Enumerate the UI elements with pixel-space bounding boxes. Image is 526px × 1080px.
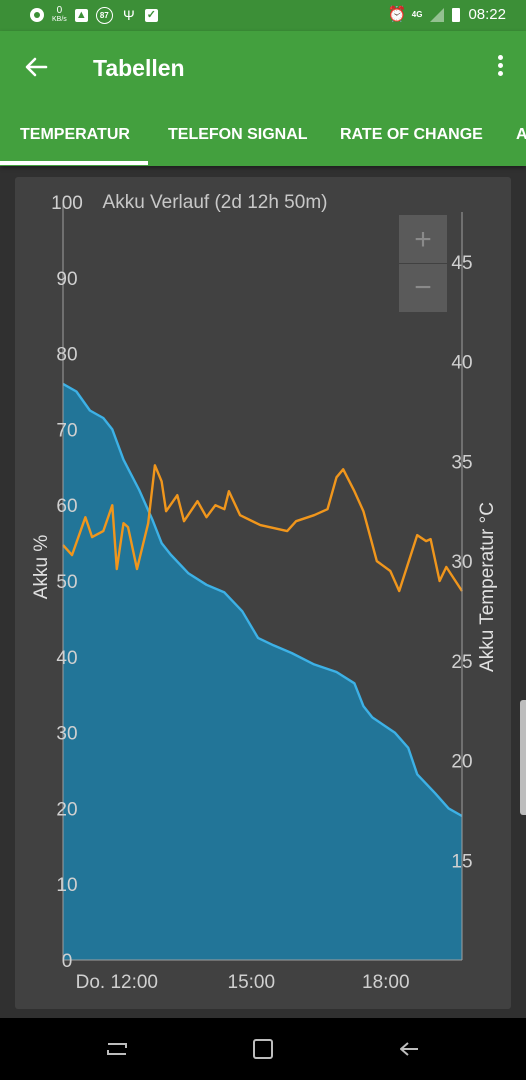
y2-tick-label: 45 xyxy=(451,253,472,274)
back-nav-icon[interactable] xyxy=(396,1036,422,1062)
tab-temperatur[interactable]: TEMPERATUR xyxy=(20,126,130,143)
arrow-left-icon[interactable] xyxy=(22,53,50,81)
app-bar: Tabellen TEMPERATUR TELEFON SIGNAL RATE … xyxy=(0,31,526,166)
y2-tick-labels: 15 20 25 30 35 40 45 xyxy=(451,253,472,872)
antenna-icon: Ψ xyxy=(122,7,135,23)
check-icon: ✓ xyxy=(144,8,158,22)
battery-icon xyxy=(452,7,461,22)
net-speed-value: 0 xyxy=(56,5,63,16)
clock: 08:22 xyxy=(468,6,506,23)
zoom-controls: + − xyxy=(399,215,447,312)
zoom-in-button[interactable] xyxy=(399,215,447,263)
tab-indicator xyxy=(0,161,148,165)
y-tick-label: 20 xyxy=(56,799,77,820)
y-tick-label: 80 xyxy=(56,345,77,366)
axis-layer xyxy=(62,202,463,961)
x-tick-label: Do. 12:00 xyxy=(76,972,158,993)
y2-tick-label: 40 xyxy=(451,353,472,374)
status-bar: 0 KB/s ▲ 87 Ψ ✓ ⏰ 4G 08:22 xyxy=(0,0,526,31)
series-layer xyxy=(62,382,464,960)
record-icon xyxy=(30,8,44,22)
x-tick-label: 18:00 xyxy=(362,972,410,993)
net-speed-unit: KB/s xyxy=(52,16,67,23)
status-left: 0 KB/s ▲ 87 Ψ ✓ xyxy=(30,6,158,24)
tab-overflow[interactable]: A xyxy=(516,126,526,143)
y-tick-labels: 0 10 20 30 40 50 60 70 80 90 100 xyxy=(51,193,83,972)
y-axis-label: Akku % xyxy=(31,535,52,600)
tab-telefon-signal[interactable]: TELEFON SIGNAL xyxy=(168,126,308,143)
x-tick-labels: Do. 12:00 15:00 18:00 xyxy=(76,972,410,993)
alarm-icon: ⏰ xyxy=(387,5,407,23)
signal-icon xyxy=(430,7,445,22)
zoom-out-icon: − xyxy=(414,271,432,304)
y2-tick-label: 25 xyxy=(451,652,472,673)
chart-title: Akku Verlauf (2d 12h 50m) xyxy=(103,192,328,213)
y-tick-label: 30 xyxy=(56,724,77,745)
home-icon[interactable] xyxy=(250,1036,276,1062)
navigation-bar xyxy=(0,1018,526,1080)
y2-tick-label: 35 xyxy=(451,452,472,473)
y-tick-label: 10 xyxy=(56,875,77,896)
y-tick-label: 40 xyxy=(56,648,77,669)
badge-icon: 87 xyxy=(95,6,113,24)
y2-tick-label: 30 xyxy=(451,552,472,573)
page-title: Tabellen xyxy=(93,55,185,81)
series-area-0 xyxy=(63,383,462,960)
y2-tick-label: 20 xyxy=(451,752,472,773)
status-right: ⏰ 4G 08:22 xyxy=(388,6,506,23)
net-speed: 0 KB/s xyxy=(52,6,67,24)
zoom-out-button[interactable] xyxy=(399,264,447,312)
y-tick-label: 70 xyxy=(56,420,77,441)
scrollbar-handle[interactable] xyxy=(520,700,526,815)
y2-tick-label: 15 xyxy=(451,851,472,872)
y2-axis-label: Akku Temperatur °C xyxy=(477,502,498,672)
battery-chart[interactable]: 0 10 20 30 40 50 60 70 80 90 100 15 20 25 30 35 40 45 Do… xyxy=(15,177,511,1009)
y-tick-label: 90 xyxy=(56,269,77,290)
series-line-0 xyxy=(62,382,463,818)
gallery-icon: ▲ xyxy=(74,8,88,22)
y-tick-label: 100 xyxy=(51,193,83,214)
x-tick-label: 15:00 xyxy=(228,972,276,993)
recent-apps-icon[interactable] xyxy=(104,1036,130,1062)
more-vert-icon[interactable] xyxy=(498,55,504,77)
network-type: 4G xyxy=(411,10,423,19)
zoom-in-icon: + xyxy=(414,223,432,256)
series-line-1 xyxy=(62,464,464,593)
y-tick-label: 50 xyxy=(56,572,77,593)
y-tick-label: 60 xyxy=(56,496,77,517)
tab-bar: TEMPERATUR TELEFON SIGNAL RATE OF CHANGE… xyxy=(0,123,526,166)
tab-rate-of-change[interactable]: RATE OF CHANGE xyxy=(340,126,483,143)
y-tick-label: 0 xyxy=(62,951,73,972)
